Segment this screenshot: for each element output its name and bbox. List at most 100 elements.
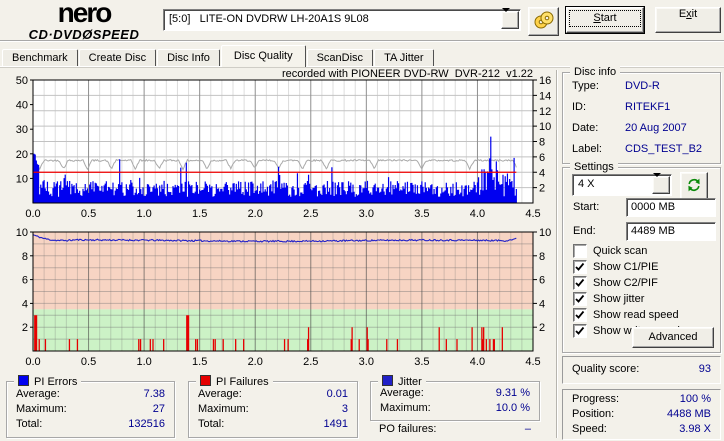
svg-text:3.0: 3.0 [359, 356, 374, 368]
panel-separator [556, 70, 558, 438]
disc-info-legend: Disc info [570, 66, 621, 78]
exit-button-label: Exit [678, 8, 698, 20]
checkbox-box[interactable] [573, 276, 587, 290]
chart-title: recorded with PIONEER DVD-RW DVR-212 v1.… [281, 68, 533, 80]
dual-disc-icon [534, 11, 553, 29]
tab-benchmark[interactable]: Benchmark [2, 49, 78, 67]
jitter-legend: Jitter [398, 376, 422, 388]
svg-text:1.0: 1.0 [136, 356, 151, 368]
tab-disc-info[interactable]: Disc Info [157, 49, 220, 67]
stat-value: 132516 [128, 418, 165, 430]
check-icon [575, 294, 585, 303]
tab-scandisc[interactable]: ScanDisc [306, 49, 374, 67]
check-icon [575, 310, 585, 319]
po-failures-row: PO failures: – [379, 423, 531, 435]
svg-text:0.5: 0.5 [81, 208, 96, 220]
svg-text:6: 6 [539, 152, 545, 164]
start-button[interactable]: Start [565, 6, 645, 34]
refresh-button[interactable] [680, 172, 708, 202]
stat-value: 0.01 [326, 388, 348, 400]
speed-label: Speed: [572, 423, 607, 435]
stat-value: 3 [341, 403, 348, 415]
advanced-button[interactable]: Advanced [632, 327, 714, 348]
chevron-down-icon [653, 173, 661, 193]
checkbox-box[interactable] [573, 308, 587, 322]
stat-value: 9.31 % [495, 387, 530, 399]
svg-text:1.5: 1.5 [192, 356, 207, 368]
speed-select-arrow[interactable] [652, 173, 670, 194]
stat-value: 1491 [323, 418, 348, 430]
checkbox-box[interactable] [573, 324, 587, 338]
disc-type-label: Type: [572, 80, 599, 92]
pi-failures-legend: PI Failures [216, 376, 269, 388]
svg-text:12: 12 [539, 106, 551, 118]
drive-select-arrow[interactable] [501, 8, 519, 29]
svg-text:3.5: 3.5 [414, 208, 429, 220]
svg-text:4.5: 4.5 [525, 356, 540, 368]
svg-text:4.5: 4.5 [525, 208, 540, 220]
checkbox-show-jitter[interactable]: Show jitter [573, 292, 644, 306]
checkbox-box[interactable] [573, 244, 587, 258]
svg-text:0.0: 0.0 [25, 356, 40, 368]
po-failures-label: PO failures: [379, 423, 437, 435]
scan-start-label: Start: [573, 201, 600, 213]
drive-select-value: [5:0] LITE-ON DVDRW LH-20A1S 9L08 [169, 13, 369, 25]
check-icon [575, 326, 585, 335]
pi-errors-legend: PI Errors [34, 376, 78, 388]
scan-end-input[interactable]: 4489 MB [626, 222, 716, 241]
stat-label: Total: [16, 418, 43, 430]
stat-value: 7.38 [143, 388, 165, 400]
checkbox-quick-scan[interactable]: Quick scan [573, 244, 647, 258]
speed-value: 3.98 X [679, 423, 711, 435]
tab-disc-quality[interactable]: Disc Quality [220, 45, 306, 67]
stat-label: Maximum: [16, 403, 67, 415]
stat-value: 10.0 % [495, 402, 530, 414]
stat-label: Average: [16, 388, 60, 400]
speed-select[interactable]: 4 X [572, 173, 672, 196]
svg-text:40: 40 [16, 100, 28, 112]
checkbox-box[interactable] [573, 260, 587, 274]
disc-id-value: RITEKF1 [625, 101, 671, 113]
disc-id-label: ID: [572, 101, 587, 113]
tab-ta-jitter[interactable]: TA Jitter [374, 49, 434, 67]
disc-type-value: DVD-R [625, 80, 660, 92]
drive-select[interactable]: [5:0] LITE-ON DVDRW LH-20A1S 9L08 [163, 8, 521, 31]
progress-panel: Progress: 100 % Position: 4488 MB Speed: 3.… [562, 389, 721, 440]
checkbox-label: Show read speed [593, 309, 679, 321]
stat-label: Average: [380, 387, 424, 399]
speed-select-value: 4 X [578, 178, 595, 190]
svg-text:20: 20 [16, 149, 28, 161]
jitter-legend-chip [382, 375, 393, 386]
tab-bar: Benchmark Create Disc Disc Info Disc Qua… [2, 45, 435, 67]
svg-text:8: 8 [22, 251, 28, 263]
stat-value: 27 [152, 403, 165, 415]
pi-failures-legend-chip [200, 375, 211, 386]
checkbox-show-c2-pif[interactable]: Show C2/PIF [573, 276, 658, 290]
checkbox-label: Quick scan [593, 245, 648, 257]
svg-text:10: 10 [16, 173, 28, 185]
svg-text:3.0: 3.0 [359, 208, 374, 220]
scan-start-input[interactable]: 0000 MB [626, 198, 716, 217]
checkbox-label: Show C1/PIE [593, 261, 659, 273]
settings-legend: Settings [570, 161, 618, 173]
checkbox-show-c1-pie[interactable]: Show C1/PIE [573, 260, 658, 274]
svg-text:2: 2 [22, 322, 28, 334]
checkbox-show-read-speed[interactable]: Show read speed [573, 308, 679, 322]
exit-button[interactable]: Exit [655, 7, 721, 33]
quality-score-label: Quality score: [572, 363, 640, 375]
svg-text:6: 6 [22, 275, 28, 287]
position-label: Position: [572, 408, 615, 420]
jitter-pif-chart: 10 10 8 8 6 6 4 4 2 2 0.0 0.5 1.0 1.5 2.0 2.5 3.0 3.5 4.0 4… [16, 227, 552, 368]
checkbox-box[interactable] [573, 292, 587, 306]
check-icon [575, 262, 585, 271]
tab-create-disc[interactable]: Create Disc [78, 49, 157, 67]
svg-text:10: 10 [539, 227, 551, 239]
disc-label-value: CDS_TEST_B2 [625, 143, 703, 155]
disc-info-button[interactable] [528, 7, 559, 36]
logo-cdspeed-text: CD·DVDØSPEED [28, 27, 140, 42]
svg-text:50: 50 [16, 76, 28, 87]
svg-text:2: 2 [539, 322, 545, 334]
stat-label: Maximum: [198, 403, 249, 415]
app-logo: nero CD·DVDØSPEED [8, 0, 160, 46]
check-icon [575, 278, 585, 287]
